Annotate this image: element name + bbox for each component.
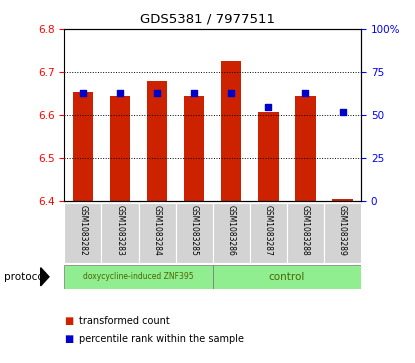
Point [302,90,309,96]
Bar [287,203,324,263]
Point [117,90,123,96]
Text: percentile rank within the sample: percentile rank within the sample [79,334,244,344]
Point [80,90,86,96]
Point [339,109,346,115]
Text: transformed count: transformed count [79,316,170,326]
Bar [258,112,278,201]
Bar [139,203,176,263]
Text: ■: ■ [64,316,73,326]
Bar [221,61,242,201]
Bar [101,203,139,263]
Bar [332,199,353,201]
Text: GSM1083287: GSM1083287 [264,205,273,256]
Text: GSM1083289: GSM1083289 [338,205,347,256]
Point [154,90,160,96]
Polygon shape [41,268,49,286]
Bar [213,203,250,263]
Bar [295,96,316,201]
Bar [147,81,167,201]
Text: GSM1083284: GSM1083284 [153,205,161,256]
Bar [250,203,287,263]
Text: GSM1083283: GSM1083283 [115,205,124,256]
Text: GSM1083288: GSM1083288 [301,205,310,256]
Text: GSM1083282: GSM1083282 [78,205,88,256]
Bar [213,265,361,289]
Text: GSM1083286: GSM1083286 [227,205,236,256]
Text: protocol: protocol [4,272,47,282]
Point [265,104,272,110]
Bar [64,265,213,289]
Text: GSM1083285: GSM1083285 [190,205,199,256]
Text: ■: ■ [64,334,73,344]
Text: control: control [269,272,305,282]
Bar [176,203,213,263]
Point [191,90,198,96]
Bar [184,96,204,201]
Bar [324,203,361,263]
Text: doxycycline-induced ZNF395: doxycycline-induced ZNF395 [83,272,194,281]
Bar [73,91,93,201]
Bar [64,203,101,263]
Bar [110,96,130,201]
Text: GDS5381 / 7977511: GDS5381 / 7977511 [140,13,275,26]
Point [228,90,234,96]
